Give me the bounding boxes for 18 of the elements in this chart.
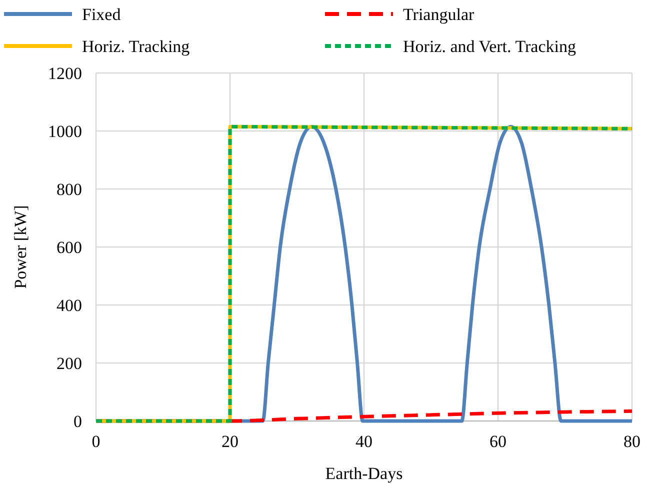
x-tick-label: 20 [222, 432, 238, 451]
y-tick-label: 800 [56, 180, 82, 199]
y-tick-label: 0 [74, 412, 82, 431]
y-tick-label: 600 [56, 238, 82, 257]
legend-label: Triangular [403, 4, 474, 24]
y-axis-title: Power [kW] [11, 205, 30, 289]
x-tick-label: 40 [356, 432, 372, 451]
x-tick-label: 80 [624, 432, 640, 451]
x-axis-title: Earth-Days [325, 464, 403, 483]
y-tick-label: 1000 [48, 122, 82, 141]
legend-label: Horiz. Tracking [82, 36, 190, 56]
y-tick-label: 400 [56, 296, 82, 315]
legend-label: Horiz. and Vert. Tracking [403, 36, 576, 56]
legend-label: Fixed [82, 4, 122, 24]
x-tick-label: 0 [92, 432, 100, 451]
x-tick-label: 60 [490, 432, 506, 451]
y-tick-label: 200 [56, 354, 82, 373]
y-tick-label: 1200 [48, 64, 82, 83]
